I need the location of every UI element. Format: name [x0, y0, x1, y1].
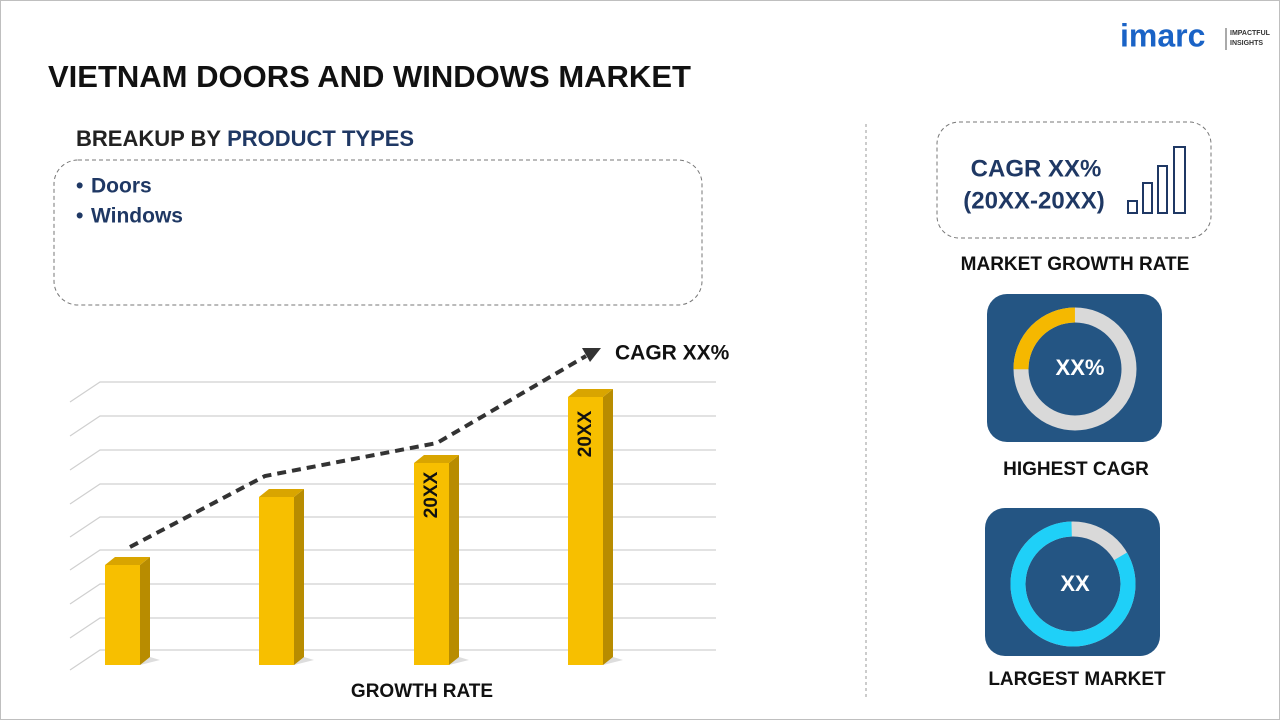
breakup-box	[53, 159, 703, 306]
breakup-prefix: BREAKUP BY	[76, 126, 221, 151]
page-title: VIETNAM DOORS AND WINDOWS MARKET	[48, 59, 691, 94]
breakup-item: Doors	[91, 175, 152, 198]
card-caption: LARGEST MARKET	[988, 669, 1166, 690]
card-value: XX	[1060, 571, 1090, 596]
breakup-item: Windows	[91, 205, 183, 228]
bar	[568, 397, 603, 665]
cagr-value: CAGR XX%	[971, 155, 1102, 182]
donut-segment	[1013, 307, 1137, 431]
cagr-period: (20XX-20XX)	[963, 187, 1104, 214]
breakup-highlight: PRODUCT TYPES	[227, 126, 414, 151]
trend-annotation: CAGR XX%	[615, 342, 730, 365]
bar	[414, 463, 449, 665]
bullet: •	[76, 205, 83, 228]
bullet: •	[76, 175, 83, 198]
donut-segment	[1010, 521, 1136, 647]
card-caption: MARKET GROWTH RATE	[961, 254, 1190, 275]
trend-arrow	[582, 348, 601, 362]
chart-caption: GROWTH RATE	[351, 681, 493, 702]
bar	[105, 565, 140, 665]
card-value: XX%	[1056, 355, 1105, 380]
bar-label: 20XX	[575, 410, 596, 457]
bars	[105, 389, 623, 665]
card-caption: HIGHEST CAGR	[1003, 459, 1149, 480]
bar-label: 20XX	[421, 471, 442, 518]
bar	[259, 497, 294, 665]
cagr-box	[936, 121, 1212, 239]
chart-grid	[69, 381, 716, 671]
bar-icon	[1127, 146, 1186, 214]
logo: imarc IMPACTFUL INSIGHTS	[1120, 17, 1271, 53]
trend-line	[129, 354, 588, 549]
breakup-label: BREAKUP BY PRODUCT TYPES	[76, 126, 414, 151]
logo-tagline: IMPACTFUL	[1230, 30, 1271, 37]
logo-name: imarc	[1120, 17, 1205, 53]
logo-tagline: INSIGHTS	[1230, 40, 1263, 47]
